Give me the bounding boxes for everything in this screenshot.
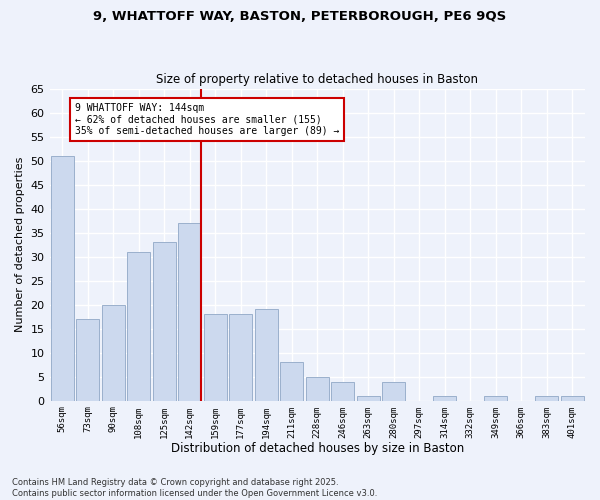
Bar — [51, 156, 74, 400]
Bar — [102, 304, 125, 400]
Bar — [484, 396, 507, 400]
Bar — [382, 382, 405, 400]
Bar — [433, 396, 456, 400]
Y-axis label: Number of detached properties: Number of detached properties — [15, 157, 25, 332]
Text: 9, WHATTOFF WAY, BASTON, PETERBOROUGH, PE6 9QS: 9, WHATTOFF WAY, BASTON, PETERBOROUGH, P… — [94, 10, 506, 23]
Bar — [204, 314, 227, 400]
Bar — [229, 314, 252, 400]
Bar — [255, 310, 278, 400]
X-axis label: Distribution of detached houses by size in Baston: Distribution of detached houses by size … — [170, 442, 464, 455]
Bar — [178, 223, 201, 400]
Title: Size of property relative to detached houses in Baston: Size of property relative to detached ho… — [156, 73, 478, 86]
Bar — [280, 362, 303, 401]
Bar — [561, 396, 584, 400]
Bar — [535, 396, 558, 400]
Bar — [153, 242, 176, 400]
Bar — [127, 252, 150, 400]
Bar — [306, 376, 329, 400]
Text: 9 WHATTOFF WAY: 144sqm
← 62% of detached houses are smaller (155)
35% of semi-de: 9 WHATTOFF WAY: 144sqm ← 62% of detached… — [75, 103, 340, 136]
Bar — [357, 396, 380, 400]
Bar — [76, 319, 99, 400]
Bar — [331, 382, 354, 400]
Text: Contains HM Land Registry data © Crown copyright and database right 2025.
Contai: Contains HM Land Registry data © Crown c… — [12, 478, 377, 498]
